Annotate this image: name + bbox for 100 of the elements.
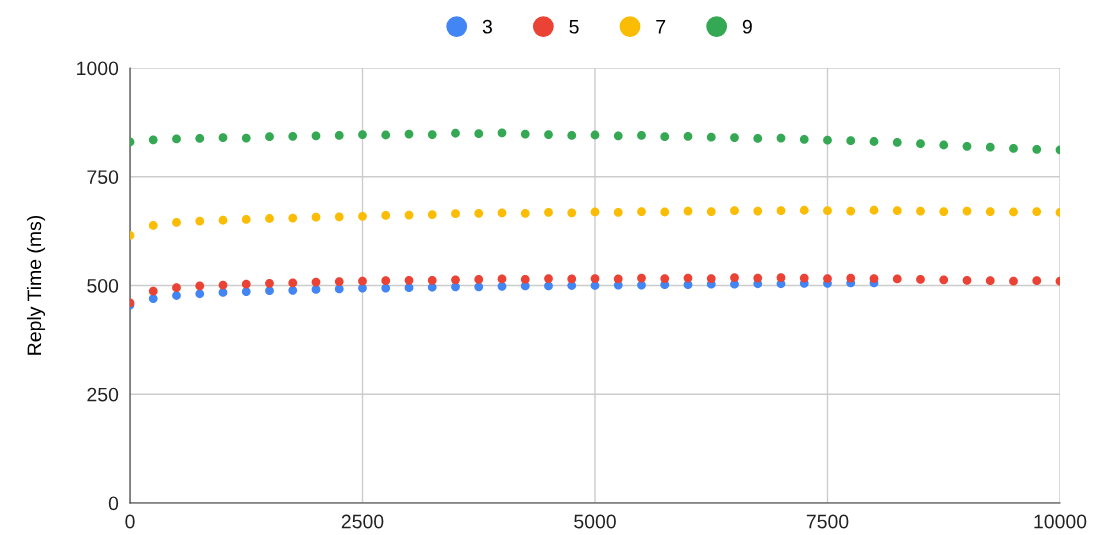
point xyxy=(637,280,646,290)
point xyxy=(776,273,786,283)
legend-label: 5 xyxy=(569,20,579,34)
point xyxy=(148,221,158,230)
point xyxy=(706,132,716,142)
y-tick-label: 500 xyxy=(87,278,119,293)
point xyxy=(218,133,228,142)
point xyxy=(358,276,367,286)
point xyxy=(288,285,298,295)
point xyxy=(590,207,600,217)
point xyxy=(195,134,205,143)
point xyxy=(334,277,344,286)
point xyxy=(288,213,298,223)
point xyxy=(846,273,856,283)
point xyxy=(985,207,995,216)
point xyxy=(846,136,856,146)
point xyxy=(544,274,553,283)
legend-label: 3 xyxy=(482,19,492,34)
y-axis-title: Reply Time (ms) xyxy=(26,215,46,355)
point xyxy=(590,130,600,140)
point xyxy=(799,205,809,215)
point xyxy=(613,274,623,284)
point xyxy=(660,274,670,283)
point xyxy=(985,142,995,152)
point xyxy=(799,134,809,144)
point xyxy=(753,134,763,143)
point xyxy=(962,141,972,151)
y-tick-label: 750 xyxy=(87,170,119,184)
point xyxy=(172,218,181,227)
point xyxy=(637,273,646,283)
legend-label: 7 xyxy=(656,20,666,34)
point xyxy=(427,210,437,219)
point xyxy=(916,206,925,216)
point xyxy=(358,130,367,139)
point xyxy=(660,132,670,142)
point xyxy=(730,273,739,283)
point xyxy=(1009,207,1018,217)
point xyxy=(823,274,832,283)
point xyxy=(683,273,693,283)
point xyxy=(381,130,391,140)
point xyxy=(776,133,786,143)
point xyxy=(637,131,646,140)
point xyxy=(497,208,507,218)
point xyxy=(730,206,739,216)
point xyxy=(497,274,507,284)
point xyxy=(451,275,460,285)
point xyxy=(288,131,298,141)
point xyxy=(404,129,414,139)
point xyxy=(590,274,600,283)
point xyxy=(753,206,763,216)
point xyxy=(613,131,623,141)
point xyxy=(451,209,460,219)
point xyxy=(753,273,763,283)
point xyxy=(683,206,693,216)
point xyxy=(1032,207,1042,216)
point xyxy=(195,216,205,226)
point xyxy=(427,275,437,285)
point xyxy=(846,206,856,216)
point xyxy=(172,134,181,144)
x-tick-label: 2500 xyxy=(341,514,384,529)
point xyxy=(241,287,251,296)
point xyxy=(358,283,367,293)
point xyxy=(567,131,577,140)
point xyxy=(311,131,321,141)
point xyxy=(474,282,484,292)
point xyxy=(218,288,228,297)
point xyxy=(916,139,925,149)
point xyxy=(962,275,972,285)
point xyxy=(730,133,739,142)
point xyxy=(148,294,158,303)
point xyxy=(311,212,321,222)
point xyxy=(613,208,623,217)
point xyxy=(869,205,879,215)
x-tick-label: 0 xyxy=(125,514,135,529)
point xyxy=(404,275,414,285)
point xyxy=(265,132,274,142)
point xyxy=(1009,144,1018,153)
point xyxy=(962,206,972,216)
point xyxy=(404,210,414,220)
point xyxy=(265,286,274,296)
point xyxy=(241,133,251,143)
point xyxy=(892,137,902,147)
x-tick-label: 10000 xyxy=(1034,514,1087,529)
point xyxy=(195,289,205,299)
y-tick-label: 250 xyxy=(87,387,119,402)
point xyxy=(334,212,344,222)
point xyxy=(265,278,274,288)
point xyxy=(148,286,158,296)
point xyxy=(799,273,809,283)
point xyxy=(241,279,251,289)
point xyxy=(637,207,646,216)
point xyxy=(311,277,321,287)
x-tick-label: 7500 xyxy=(806,514,849,529)
point xyxy=(381,211,391,220)
point xyxy=(939,275,949,285)
point xyxy=(195,281,205,291)
point xyxy=(892,274,902,284)
point xyxy=(892,206,902,216)
point xyxy=(474,129,484,139)
point xyxy=(520,129,530,139)
